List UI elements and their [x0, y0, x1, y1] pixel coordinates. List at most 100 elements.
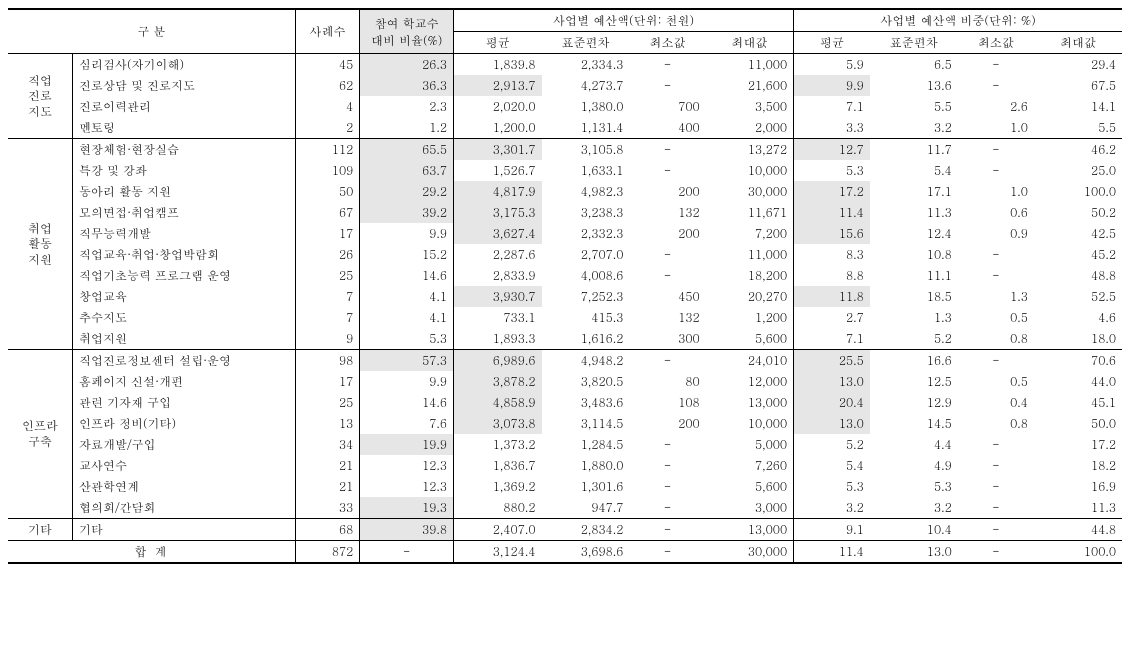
- table-row: 진로상담 및 진로지도6236.32,913.74,273.7-21,6009.…: [8, 75, 1122, 96]
- table-cell: 36.3: [360, 75, 454, 96]
- table-cell: 1,284.5: [542, 434, 630, 455]
- table-cell: -: [958, 244, 1034, 265]
- table-cell: 1,301.6: [542, 476, 630, 497]
- table-cell: 67.5: [1034, 75, 1122, 96]
- table-cell: 9: [295, 328, 359, 350]
- table-header: 구 분 사례수 참여 학교수대비 비율(%) 사업별 예산액(단위: 천원) 사…: [8, 9, 1122, 54]
- table-cell: -: [629, 244, 705, 265]
- table-cell: 25: [295, 265, 359, 286]
- table-cell: 홈페이지 신설·개편: [72, 371, 295, 392]
- table-cell: 25.0: [1034, 160, 1122, 181]
- table-cell: 9.9: [794, 75, 870, 96]
- hdr-b-min: 최소값: [629, 32, 705, 54]
- table-cell: 3.2: [794, 497, 870, 519]
- table-cell: 2,287.6: [454, 244, 542, 265]
- table-cell: 415.3: [542, 307, 630, 328]
- table-cell: 1,200.0: [454, 117, 542, 139]
- table-cell: 교사연수: [72, 455, 295, 476]
- table-cell: 1,839.8: [454, 54, 542, 76]
- total-label: 합 계: [8, 541, 295, 564]
- table-cell: 10.4: [870, 519, 958, 541]
- table-cell: 25.5: [794, 350, 870, 372]
- table-cell: 6,989.6: [454, 350, 542, 372]
- table-cell: 2,020.0: [454, 96, 542, 117]
- table-cell: 8.8: [794, 265, 870, 286]
- table-cell: -: [958, 139, 1034, 161]
- table-cell: 특강 및 강좌: [72, 160, 295, 181]
- table-cell: 4,982.3: [542, 181, 630, 202]
- table-cell: 18.0: [1034, 328, 1122, 350]
- table-cell: 1.3: [870, 307, 958, 328]
- table-cell: 1.0: [958, 181, 1034, 202]
- hdr-r-max: 최대값: [1034, 32, 1122, 54]
- table-cell: 18.2: [1034, 455, 1122, 476]
- table-cell: 14.6: [360, 392, 454, 413]
- table-cell: 6.5: [870, 54, 958, 76]
- table-cell: 63.7: [360, 160, 454, 181]
- table-cell: 심리검사(자기이해): [72, 54, 295, 76]
- table-cell: 2,834.2: [542, 519, 630, 541]
- table-row: 직업기초능력 프로그램 운영2514.62,833.94,008.6-18,20…: [8, 265, 1122, 286]
- table-cell: 직업기초능력 프로그램 운영: [72, 265, 295, 286]
- table-cell: 5.4: [870, 160, 958, 181]
- table-cell: 5.4: [794, 455, 870, 476]
- table-cell: 11.8: [794, 286, 870, 307]
- table-cell: 5.2: [870, 328, 958, 350]
- table-cell: 모의면접·취업캠프: [72, 202, 295, 223]
- table-cell: 18,200: [706, 265, 794, 286]
- table-row: 취업활동지원현장체험·현장실습11265.53,301.73,105.8-13,…: [8, 139, 1122, 161]
- table-cell: 7.1: [794, 328, 870, 350]
- table-cell: 33: [295, 497, 359, 519]
- table-cell: 67: [295, 202, 359, 223]
- table-cell: 3,483.6: [542, 392, 630, 413]
- table-cell: 21,600: [706, 75, 794, 96]
- table-cell: 1.3: [958, 286, 1034, 307]
- table-cell: 13.6: [870, 75, 958, 96]
- table-cell: 24,010: [706, 350, 794, 372]
- table-cell: -: [629, 541, 705, 564]
- table-cell: 68: [295, 519, 359, 541]
- category-cell: 직업진로지도: [8, 54, 72, 139]
- table-cell: 1.0: [958, 117, 1034, 139]
- table-cell: 11.4: [794, 202, 870, 223]
- table-row: 멘토링21.21,200.01,131.44002,0003.33.21.05.…: [8, 117, 1122, 139]
- table-cell: 진로상담 및 진로지도: [72, 75, 295, 96]
- table-cell: 추수지도: [72, 307, 295, 328]
- table-cell: 39.8: [360, 519, 454, 541]
- table-cell: 4,008.6: [542, 265, 630, 286]
- table-cell: 9.9: [360, 223, 454, 244]
- table-cell: 112: [295, 139, 359, 161]
- table-cell: 21: [295, 476, 359, 497]
- table-cell: 5.3: [360, 328, 454, 350]
- table-cell: 2,833.9: [454, 265, 542, 286]
- table-cell: 0.5: [958, 371, 1034, 392]
- table-cell: -: [958, 160, 1034, 181]
- table-cell: 1,836.7: [454, 455, 542, 476]
- table-cell: 직무능력개발: [72, 223, 295, 244]
- table-cell: 취업지원: [72, 328, 295, 350]
- table-cell: 직업교육·취업·창업박람회: [72, 244, 295, 265]
- table-cell: -: [629, 54, 705, 76]
- table-cell: 5.3: [870, 476, 958, 497]
- table-cell: 48.8: [1034, 265, 1122, 286]
- table-cell: 108: [629, 392, 705, 413]
- table-cell: 3.3: [794, 117, 870, 139]
- table-cell: 인프라 정비(기타): [72, 413, 295, 434]
- table-cell: 4.4: [870, 434, 958, 455]
- table-cell: 450: [629, 286, 705, 307]
- table-cell: 12.4: [870, 223, 958, 244]
- table-cell: 3,175.3: [454, 202, 542, 223]
- table-cell: -: [958, 350, 1034, 372]
- hdr-r-std: 표준편차: [870, 32, 958, 54]
- table-cell: 15.2: [360, 244, 454, 265]
- table-cell: 산관학연계: [72, 476, 295, 497]
- table-cell: 300: [629, 328, 705, 350]
- table-cell: 733.1: [454, 307, 542, 328]
- table-cell: 4.1: [360, 307, 454, 328]
- table-body: 직업진로지도심리검사(자기이해)4526.31,839.82,334.3-11,…: [8, 54, 1122, 564]
- table-cell: 1,893.3: [454, 328, 542, 350]
- table-cell: 3.2: [870, 497, 958, 519]
- table-cell: 13: [295, 413, 359, 434]
- table-cell: 3,500: [706, 96, 794, 117]
- table-cell: 20.4: [794, 392, 870, 413]
